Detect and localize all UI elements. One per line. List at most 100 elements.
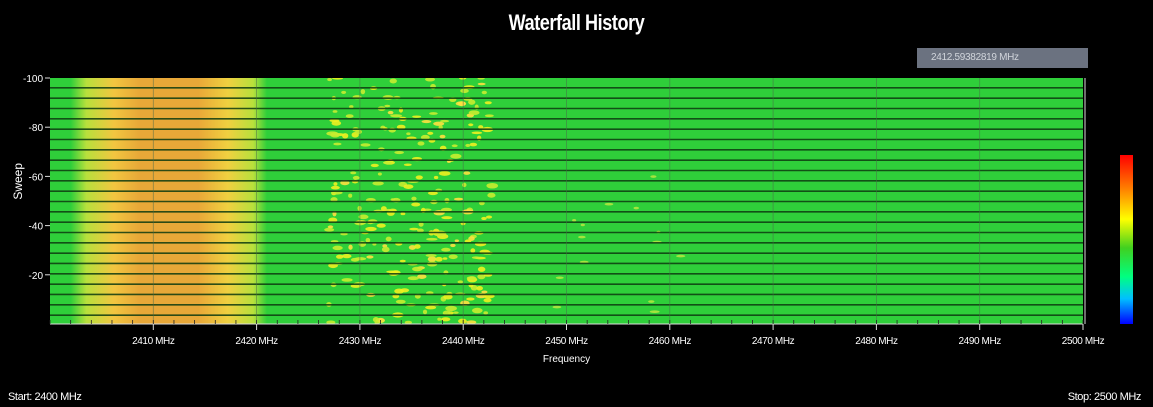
heatmap-cell [330,185,340,190]
heatmap-cell [399,259,406,263]
stop-frequency-label: Stop: 2500 MHz [1067,391,1142,403]
heatmap-cell [415,175,423,180]
heatmap-cell [425,78,436,82]
heatmap-cell [324,227,335,232]
heatmap-cell [421,120,432,124]
heatmap-cell [481,290,488,294]
heatmap-cell [468,123,474,127]
marker-frequency-readout[interactable]: 2412.59382819 MHz [917,48,1088,68]
heatmap-cell [442,310,452,316]
heatmap-cell [604,202,614,206]
heatmap-cell [390,114,403,118]
heatmap-cell [428,191,438,196]
heatmap-cell [448,254,458,260]
heatmap-cell [345,114,354,118]
y-tick-label: -100 [23,74,43,85]
x-axis-title: Frequency [543,354,590,365]
heatmap-activity [324,78,686,324]
heatmap-cell [457,280,464,284]
heatmap-cell [465,143,471,147]
heatmap-cell [477,82,486,86]
heatmap-cell [477,78,485,80]
heatmap-cell [460,88,469,94]
heatmap-cell [552,305,562,309]
heatmap-cell [327,225,334,229]
heatmap-cell [409,227,419,231]
heatmap-cell [453,197,464,201]
heatmap-cell [412,266,423,272]
heatmap-cell [435,256,443,262]
heatmap-cell [411,202,421,207]
heatmap-cell [385,236,392,242]
heatmap-cell [468,99,476,105]
heatmap-cell [348,193,353,198]
heatmap-cell [396,124,406,130]
heatmap-cell [389,78,397,84]
heatmap-cell [439,134,446,139]
heatmap-cell [477,273,486,280]
heatmap-cell [422,309,428,315]
x-tick-label: 2480 MHz [855,336,898,347]
heatmap-cell [400,212,406,216]
heatmap-cell [352,175,360,180]
y-tick-label: -40 [29,222,44,233]
heatmap-cell [341,278,353,282]
heatmap-cell [649,310,660,313]
heatmap-cell [469,142,478,147]
heatmap-cell [406,132,411,136]
heatmap-cell [468,110,480,116]
heatmap-cell [481,216,487,221]
heatmap-cell [341,90,347,94]
heatmap-cell [451,144,458,148]
heatmap-cell [441,207,452,212]
heatmap-cell [411,196,417,201]
heatmap-cell [332,245,343,251]
heatmap-cell [394,150,404,155]
heatmap-cell [461,182,467,188]
y-tick-label: -80 [29,123,44,134]
heatmap-cell [427,131,434,135]
heatmap-cell [484,101,492,105]
heatmap-cell [555,276,564,280]
heatmap-cell [450,243,456,248]
heatmap-cell [342,133,349,139]
heatmap-cell [440,317,451,322]
heatmap-cell [440,119,450,123]
heatmap-cell [387,110,394,115]
heatmap-cell [394,288,405,294]
heatmap-cell [481,90,487,95]
heatmap-cell [471,307,483,314]
heatmap-cell [358,214,369,220]
heatmap-cell [365,226,377,232]
heatmap-cell [330,132,341,138]
heatmap-cell [404,320,413,324]
heatmap-cell [332,78,344,80]
heatmap-cell [487,192,496,198]
x-tick-label: 2470 MHz [752,336,795,347]
heatmap-cell [360,89,366,95]
heatmap-cell [438,171,451,176]
x-tick-label: 2430 MHz [339,336,382,347]
x-tick-label: 2410 MHz [132,336,175,347]
x-tick-label: 2420 MHz [235,336,278,347]
plot-area [50,78,1083,324]
heatmap-cell [332,110,338,113]
heatmap-cell [331,120,342,126]
heatmap-cell [633,206,640,210]
heatmap-cell [365,237,371,243]
start-frequency-label: Start: 2400 MHz [8,391,82,403]
heatmap-cell [366,255,374,259]
heatmap-cell [470,248,476,253]
x-tick-label: 2450 MHz [545,336,588,347]
x-tick-label: 2440 MHz [442,336,485,347]
heatmap-cell [466,320,477,324]
heatmap-cell [578,235,586,239]
heatmap-cell [468,236,475,241]
heatmap-cell [427,256,437,262]
heatmap-cell [453,311,459,314]
heatmap-cell [336,254,344,259]
heatmap-cell [355,129,362,135]
heatmap-cell [360,143,371,147]
heatmap-cell [572,219,577,222]
heatmap-cell [381,246,390,253]
